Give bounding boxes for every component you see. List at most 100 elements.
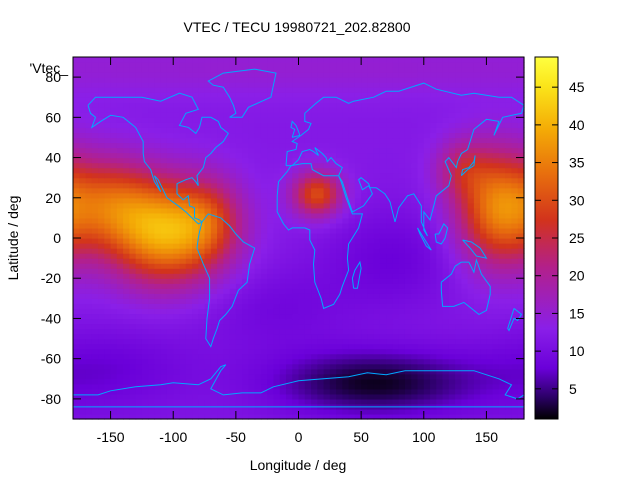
heatmap-cell [517, 127, 525, 134]
heatmap-cell [342, 383, 350, 390]
heatmap-cell [511, 288, 519, 294]
heatmap-cell [179, 222, 187, 229]
heatmap-cell [129, 177, 137, 184]
heatmap-cell [354, 122, 362, 128]
heatmap-cell [511, 348, 519, 355]
heatmap-cell [166, 157, 174, 164]
heatmap-cell [361, 303, 368, 309]
heatmap-cell [110, 132, 118, 139]
heatmap-cell [442, 263, 450, 269]
heatmap-cell [323, 388, 331, 395]
heatmap-cell [85, 92, 93, 98]
heatmap-cell [404, 253, 412, 259]
heatmap-cell [279, 313, 287, 320]
heatmap-cell [217, 373, 224, 380]
heatmap-cell [411, 132, 419, 139]
heatmap-cell [329, 217, 337, 224]
heatmap-cell [436, 388, 444, 395]
heatmap-cell [348, 97, 356, 103]
heatmap-cell [148, 323, 156, 330]
heatmap-cell [123, 187, 130, 194]
heatmap-cell [379, 378, 387, 385]
heatmap-cell [185, 172, 193, 179]
heatmap-cell [455, 137, 462, 144]
heatmap-cell [398, 248, 406, 254]
heatmap-cell [204, 253, 212, 259]
heatmap-cell [455, 162, 462, 169]
heatmap-cell [442, 87, 450, 93]
heatmap-cell [129, 258, 137, 264]
heatmap-cell [511, 313, 519, 320]
heatmap-cell [242, 182, 249, 189]
heatmap-cell [98, 197, 105, 204]
heatmap-cell [323, 283, 331, 289]
heatmap-cell [461, 383, 469, 390]
heatmap-cell [379, 72, 387, 78]
heatmap-cell [398, 398, 406, 405]
heatmap-cell [141, 413, 149, 420]
heatmap-cell [217, 222, 224, 229]
heatmap-cell [91, 243, 99, 249]
heatmap-cell [123, 217, 130, 224]
heatmap-cell [411, 152, 419, 159]
heatmap-cell [455, 363, 462, 370]
heatmap-cell [486, 162, 494, 169]
heatmap-cell [185, 177, 193, 184]
heatmap-cell [229, 77, 237, 83]
heatmap-cell [317, 333, 325, 340]
heatmap-cell [492, 308, 500, 315]
heatmap-cell [85, 283, 93, 289]
heatmap-cell [417, 378, 425, 385]
heatmap-cell [210, 328, 218, 335]
heatmap-cell [292, 172, 300, 179]
heatmap-cell [73, 222, 80, 229]
heatmap-cell [317, 127, 325, 134]
heatmap-cell [304, 192, 312, 199]
heatmap-cell [448, 137, 456, 144]
heatmap-cell [242, 82, 249, 88]
heatmap-cell [204, 358, 212, 365]
heatmap-cell [223, 217, 231, 224]
heatmap-cell [248, 358, 256, 365]
heatmap-cell [166, 117, 174, 123]
heatmap-cell [123, 222, 130, 229]
heatmap-cell [198, 333, 206, 340]
heatmap-cell [398, 132, 406, 139]
heatmap-cell [442, 147, 450, 154]
heatmap-cell [267, 172, 275, 179]
heatmap-cell [104, 338, 112, 345]
heatmap-cell [123, 82, 130, 88]
heatmap-cell [417, 363, 425, 370]
heatmap-cell [498, 82, 506, 88]
heatmap-cell [254, 222, 262, 229]
heatmap-cell [411, 253, 419, 259]
heatmap-cell [486, 192, 494, 199]
heatmap-cell [361, 192, 368, 199]
heatmap-cell [79, 117, 87, 123]
heatmap-cell [260, 313, 268, 320]
heatmap-cell [473, 227, 481, 234]
heatmap-cell [123, 343, 130, 350]
heatmap-cell [91, 202, 99, 209]
heatmap-cell [498, 353, 506, 360]
heatmap-cell [73, 323, 80, 330]
heatmap-cell [254, 363, 262, 370]
heatmap-cell [411, 77, 419, 83]
heatmap-cell [254, 122, 262, 128]
heatmap-cell [279, 368, 287, 375]
heatmap-cell [473, 393, 481, 400]
heatmap-cell [411, 222, 419, 229]
heatmap-cell [242, 207, 249, 214]
heatmap-cell [442, 238, 450, 244]
heatmap-cell [398, 157, 406, 164]
heatmap-cell [486, 137, 494, 144]
heatmap-cell [229, 132, 237, 139]
heatmap-cell [511, 177, 519, 184]
heatmap-cell [91, 177, 99, 184]
heatmap-cell [248, 192, 256, 199]
heatmap-cell [173, 373, 181, 380]
heatmap-cell [329, 313, 337, 320]
heatmap-cell [336, 192, 343, 199]
heatmap-cell [492, 243, 500, 249]
heatmap-cell [404, 258, 412, 264]
